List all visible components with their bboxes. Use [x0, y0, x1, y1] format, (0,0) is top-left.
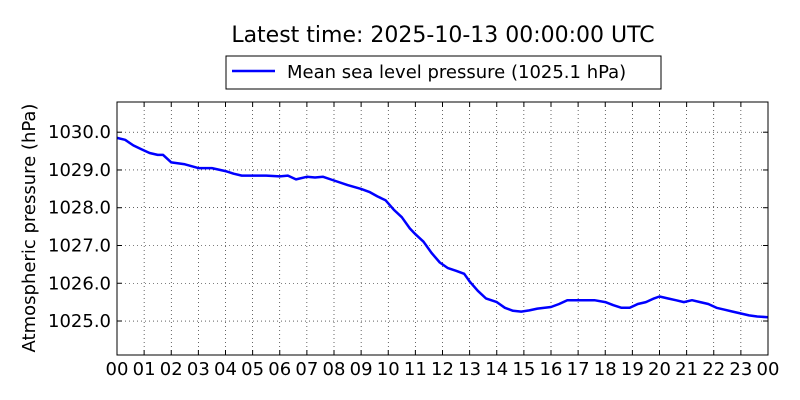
grid: [117, 102, 768, 355]
x-tick-label: 06: [268, 359, 291, 380]
chart-title: Latest time: 2025-10-13 00:00:00 UTC: [231, 23, 654, 48]
legend-label: Mean sea level pressure (1025.1 hPa): [287, 62, 626, 83]
x-tick-label: 15: [512, 359, 535, 380]
x-tick-label: 23: [729, 359, 752, 380]
y-tick-label: 1030.0: [48, 122, 111, 143]
axis-ticks: [116, 102, 769, 355]
series-line-0: [116, 136, 769, 319]
x-tick-label: 18: [594, 359, 617, 380]
x-tick-label: 07: [295, 359, 318, 380]
x-tick-label: 02: [160, 359, 183, 380]
x-tick-label: 01: [133, 359, 156, 380]
y-tick-label: 1026.0: [48, 273, 111, 294]
x-tick-label: 04: [214, 359, 237, 380]
y-tick-label: 1025.0: [48, 311, 111, 332]
x-tick-label: 11: [404, 359, 427, 380]
series-layer: [116, 136, 769, 319]
x-tick-label: 22: [702, 359, 725, 380]
x-tick-label: 00: [757, 359, 780, 380]
x-tick-label: 12: [431, 359, 454, 380]
x-tick-label: 09: [350, 359, 373, 380]
y-tick-label: 1029.0: [48, 160, 111, 181]
x-tick-label: 05: [241, 359, 264, 380]
x-tick-label: 16: [540, 359, 563, 380]
x-tick-label: 14: [485, 359, 508, 380]
x-tick-label: 13: [458, 359, 481, 380]
plot-area-frame: [116, 101, 769, 356]
x-tick-label: 20: [648, 359, 671, 380]
legend: Mean sea level pressure (1025.1 hPa): [225, 55, 662, 90]
x-tick-label: 17: [567, 359, 590, 380]
tick-labels: 00 01 02 03 04 05 06 07 08 09 10 11 12 13 14 15 16 17 18 19…: [48, 122, 779, 380]
legend-box: [225, 55, 662, 90]
x-tick-label: 03: [187, 359, 210, 380]
x-tick-label: 21: [675, 359, 698, 380]
x-tick-label: 08: [323, 359, 346, 380]
y-tick-label: 1027.0: [48, 235, 111, 256]
x-tick-label: 10: [377, 359, 400, 380]
x-tick-label: 00: [106, 359, 129, 380]
y-tick-label: 1028.0: [48, 198, 111, 219]
x-tick-label: 19: [621, 359, 644, 380]
y-axis-label: Atmospheric pressure (hPa): [19, 104, 40, 353]
